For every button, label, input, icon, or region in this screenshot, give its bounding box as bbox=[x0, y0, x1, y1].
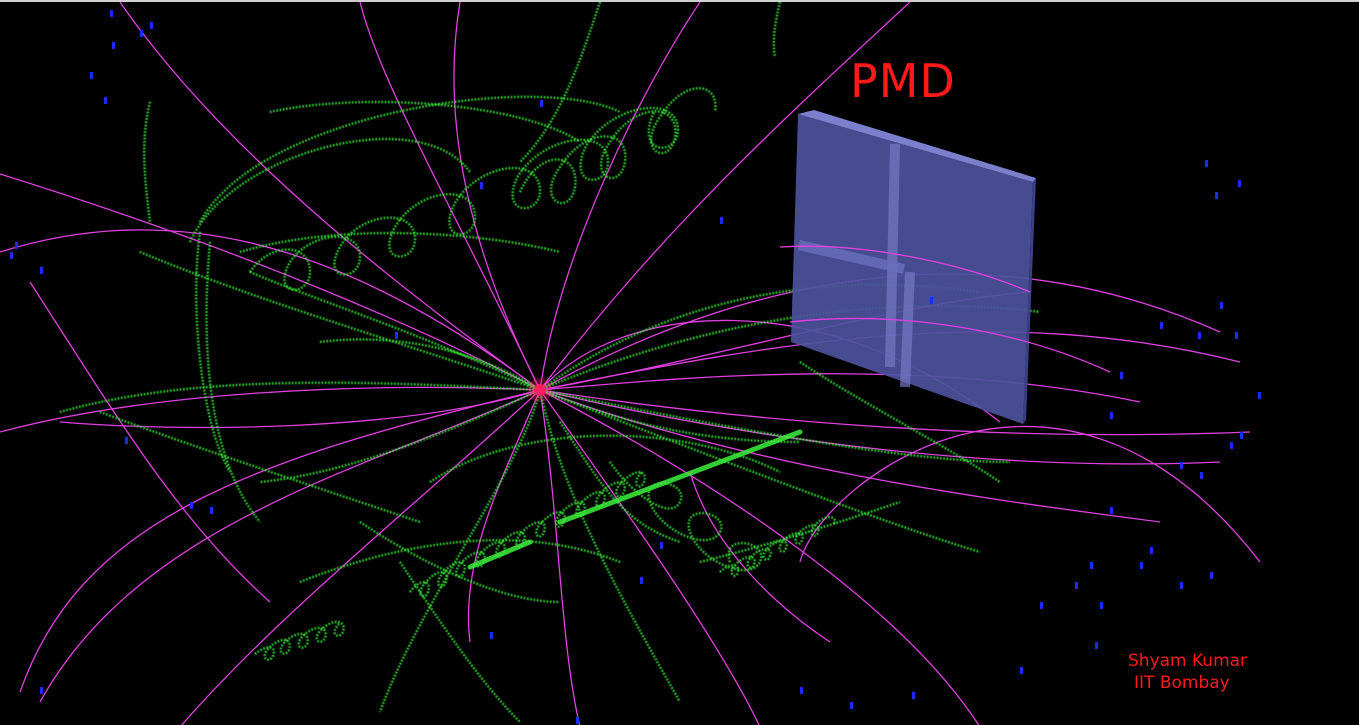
cluster-hit bbox=[40, 267, 43, 274]
helix-lower bbox=[254, 461, 836, 661]
cluster-hit bbox=[40, 687, 43, 694]
cluster-hit bbox=[1220, 302, 1223, 309]
cluster-hit bbox=[15, 242, 18, 249]
cluster-hit bbox=[800, 687, 803, 694]
cluster-hit bbox=[640, 577, 643, 584]
cluster-hit bbox=[1120, 372, 1123, 379]
cluster-hit bbox=[1235, 332, 1238, 339]
cluster-hit bbox=[90, 72, 93, 79]
cluster-hit bbox=[1110, 507, 1113, 514]
collision-vertex bbox=[528, 378, 552, 402]
cluster-hit bbox=[150, 22, 153, 29]
cluster-hit bbox=[1090, 562, 1093, 569]
cluster-hits bbox=[10, 10, 1261, 724]
hit-trajectories bbox=[59, 2, 1041, 723]
track-lines bbox=[0, 2, 1261, 725]
cluster-hit bbox=[104, 97, 107, 104]
cluster-hit bbox=[1198, 332, 1201, 339]
cluster-hit bbox=[850, 702, 853, 709]
cluster-hit bbox=[912, 692, 915, 699]
cluster-hit bbox=[1180, 462, 1183, 469]
cluster-hit bbox=[480, 182, 483, 189]
cluster-hit bbox=[1180, 582, 1183, 589]
cluster-hit bbox=[1160, 322, 1163, 329]
cluster-hit bbox=[1075, 582, 1078, 589]
credit-institution: IIT Bombay bbox=[1134, 673, 1230, 693]
cluster-hit bbox=[1040, 602, 1043, 609]
cluster-hit bbox=[1230, 442, 1233, 449]
cluster-hit bbox=[10, 252, 13, 259]
pmd-label: PMD bbox=[850, 54, 956, 108]
cluster-hit bbox=[1210, 572, 1213, 579]
cluster-hit bbox=[576, 717, 579, 724]
cluster-hit bbox=[110, 10, 113, 17]
cluster-hit bbox=[112, 42, 115, 49]
cluster-hit bbox=[720, 217, 723, 224]
credit-name: Shyam Kumar bbox=[1128, 651, 1248, 671]
cluster-hit bbox=[1258, 392, 1261, 399]
pmd-detector bbox=[791, 110, 1036, 424]
hit-bundle bbox=[467, 429, 803, 570]
cluster-hit bbox=[1240, 432, 1243, 439]
cluster-hit bbox=[1110, 412, 1113, 419]
cluster-hit bbox=[1020, 667, 1023, 674]
cluster-hit bbox=[1200, 472, 1203, 479]
cluster-hit bbox=[490, 632, 493, 639]
cluster-hit bbox=[1215, 192, 1218, 199]
credit: Shyam Kumar IIT Bombay bbox=[1128, 650, 1247, 694]
cluster-hit bbox=[1140, 562, 1143, 569]
cluster-hit bbox=[660, 542, 663, 549]
cluster-hit bbox=[1095, 642, 1098, 649]
cluster-hit bbox=[190, 502, 193, 509]
cluster-hit bbox=[930, 297, 933, 304]
cluster-hit bbox=[1100, 602, 1103, 609]
cluster-hit bbox=[125, 437, 128, 444]
cluster-hit bbox=[210, 507, 213, 514]
tracks-foreground bbox=[779, 245, 1111, 373]
cluster-hit bbox=[1238, 180, 1241, 187]
cluster-hit bbox=[540, 100, 543, 107]
helix-upper bbox=[249, 87, 717, 291]
cluster-hit bbox=[395, 332, 398, 339]
cluster-hit bbox=[140, 30, 143, 37]
cluster-hit bbox=[1205, 160, 1208, 167]
cluster-hit bbox=[1150, 547, 1153, 554]
